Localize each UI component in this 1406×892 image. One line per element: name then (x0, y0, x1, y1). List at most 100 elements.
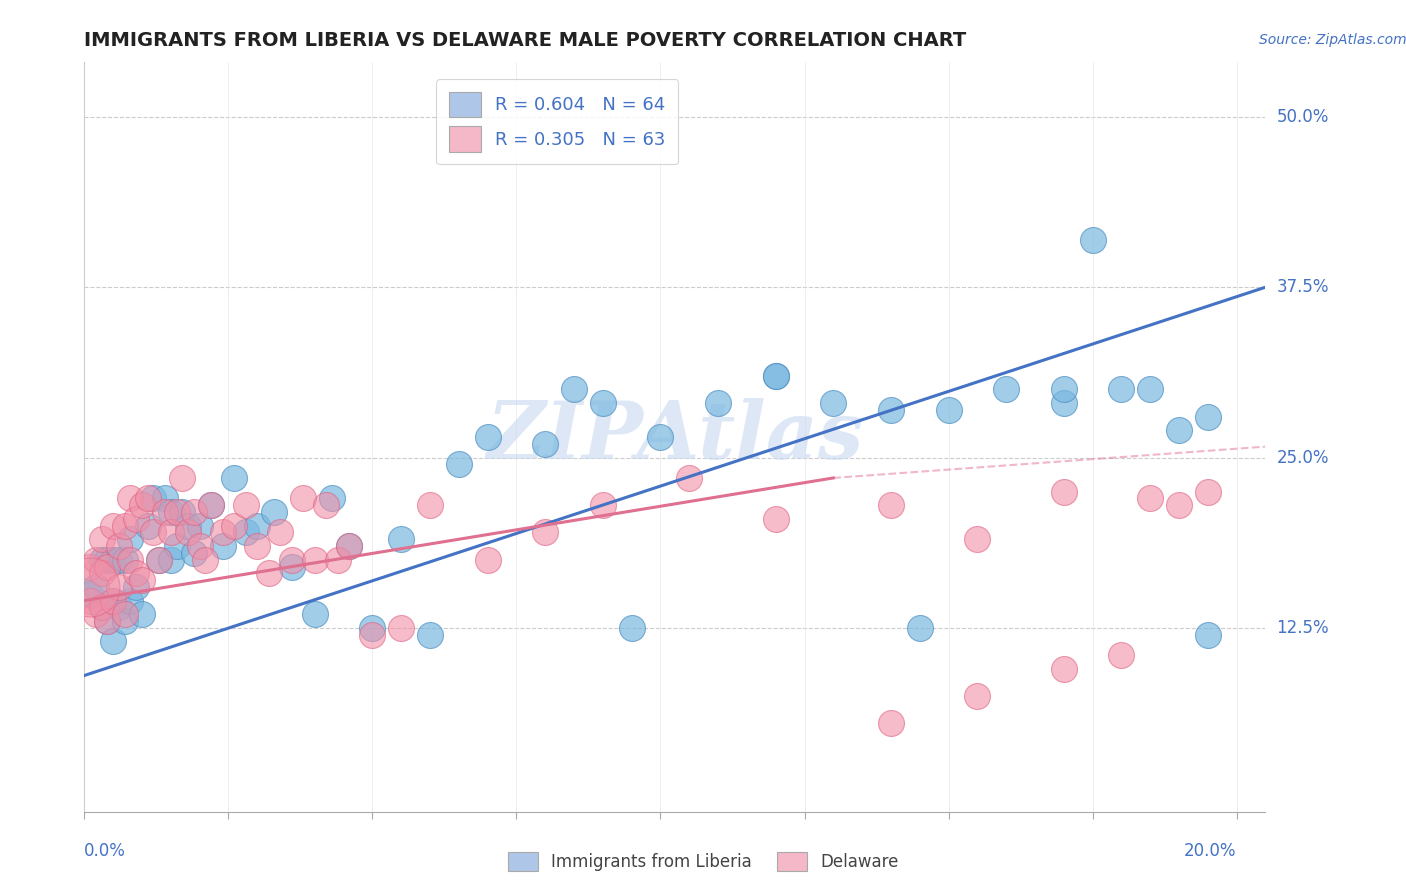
Point (304, 552, 326, 566)
Point (1053, 662, 1076, 676)
Point (1197, 409, 1219, 424)
Point (131, 607, 153, 622)
Point (304, 607, 326, 622)
Point (194, 552, 217, 566)
Text: 12.5%: 12.5% (1277, 619, 1329, 637)
Point (246, 518, 269, 533)
Point (908, 621, 931, 635)
Point (707, 396, 730, 410)
Point (281, 559, 304, 574)
Text: IMMIGRANTS FROM LIBERIA VS DELAWARE MALE POVERTY CORRELATION CHART: IMMIGRANTS FROM LIBERIA VS DELAWARE MALE… (84, 30, 966, 50)
Point (678, 471, 700, 485)
Point (108, 580, 131, 594)
Point (765, 368, 787, 383)
Point (125, 566, 148, 581)
Point (159, 505, 181, 519)
Point (153, 491, 176, 506)
Point (166, 505, 188, 519)
Point (337, 539, 360, 553)
Point (321, 491, 343, 506)
Point (84, 607, 107, 622)
Point (361, 621, 384, 635)
Point (108, 552, 131, 566)
Point (90, 600, 112, 615)
Point (183, 505, 205, 519)
Point (131, 498, 153, 512)
Point (389, 533, 412, 547)
Point (136, 491, 159, 506)
Point (1139, 491, 1161, 506)
Point (257, 566, 280, 581)
Text: ZIPAtlas: ZIPAtlas (486, 399, 863, 475)
Point (159, 525, 181, 540)
Point (101, 593, 124, 607)
Point (79, 593, 101, 607)
Point (90, 600, 112, 615)
Point (1168, 498, 1191, 512)
Point (96, 614, 118, 628)
Point (292, 491, 315, 506)
Point (620, 621, 643, 635)
Point (995, 383, 1018, 397)
Point (765, 512, 787, 526)
Point (1053, 383, 1076, 397)
Point (120, 552, 142, 566)
Point (966, 533, 988, 547)
Point (211, 525, 233, 540)
Point (120, 533, 142, 547)
Point (188, 539, 211, 553)
Point (177, 525, 200, 540)
Point (79, 587, 101, 601)
Point (148, 552, 170, 566)
Point (880, 716, 903, 731)
Point (1111, 648, 1133, 662)
Point (101, 634, 124, 648)
Point (200, 498, 222, 512)
Point (114, 614, 136, 628)
Point (131, 573, 153, 587)
Point (235, 498, 257, 512)
Legend: Immigrants from Liberia, Delaware: Immigrants from Liberia, Delaware (499, 843, 907, 880)
Point (1081, 233, 1104, 247)
Point (114, 552, 136, 566)
Point (142, 525, 165, 540)
Point (326, 552, 349, 566)
Point (108, 539, 131, 553)
Point (938, 402, 960, 417)
Text: 37.5%: 37.5% (1277, 278, 1329, 296)
Point (246, 539, 269, 553)
Point (79, 559, 101, 574)
Point (224, 518, 246, 533)
Text: 0.0%: 0.0% (84, 842, 127, 860)
Point (650, 430, 672, 444)
Point (361, 627, 384, 641)
Point (1139, 383, 1161, 397)
Point (315, 498, 337, 512)
Point (1111, 383, 1133, 397)
Point (101, 593, 124, 607)
Point (96, 614, 118, 628)
Point (84, 552, 107, 566)
Point (79, 580, 101, 594)
Point (419, 498, 441, 512)
Text: 50.0%: 50.0% (1277, 108, 1329, 126)
Point (263, 505, 285, 519)
Point (880, 402, 903, 417)
Point (337, 539, 360, 553)
Point (183, 546, 205, 560)
Point (101, 518, 124, 533)
Point (592, 396, 614, 410)
Point (153, 505, 176, 519)
Point (96, 552, 118, 566)
Point (224, 471, 246, 485)
Text: 25.0%: 25.0% (1277, 449, 1329, 467)
Point (281, 552, 304, 566)
Point (1197, 627, 1219, 641)
Point (188, 518, 211, 533)
Point (477, 430, 499, 444)
Point (419, 627, 441, 641)
Point (211, 539, 233, 553)
Point (142, 491, 165, 506)
Point (447, 458, 470, 472)
Point (562, 383, 585, 397)
